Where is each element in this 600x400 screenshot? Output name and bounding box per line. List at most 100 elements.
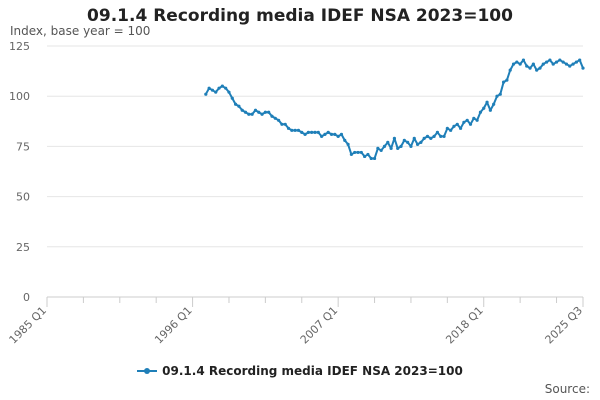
data-point-19 (267, 110, 271, 114)
data-point-107 (558, 58, 562, 62)
data-point-89 (498, 92, 502, 96)
data-point-105 (551, 62, 555, 66)
data-point-59 (399, 144, 403, 148)
data-point-43 (346, 142, 350, 146)
data-point-49 (366, 152, 370, 157)
data-point-8 (230, 96, 234, 100)
data-point-65 (419, 140, 423, 144)
data-point-75 (452, 124, 456, 128)
data-point-92 (508, 68, 512, 72)
data-point-86 (488, 108, 492, 112)
data-point-104 (548, 58, 552, 62)
data-point-34 (316, 130, 320, 134)
data-point-93 (511, 62, 516, 66)
data-point-94 (515, 60, 519, 64)
data-point-69 (432, 134, 436, 138)
data-point-61 (406, 140, 410, 144)
data-point-109 (564, 62, 569, 66)
data-point-102 (541, 62, 545, 66)
data-point-9 (233, 102, 238, 106)
data-point-67 (425, 134, 430, 138)
data-point-22 (277, 118, 281, 122)
data-point-6 (224, 86, 228, 90)
data-point-112 (574, 60, 578, 64)
data-point-71 (439, 134, 443, 138)
data-point-27 (293, 128, 297, 132)
data-point-50 (369, 156, 373, 161)
data-point-14 (250, 112, 254, 116)
data-point-57 (392, 136, 397, 140)
data-point-47 (359, 150, 363, 155)
data-point-42 (343, 138, 347, 142)
data-point-40 (336, 134, 340, 138)
data-point-37 (326, 130, 330, 134)
data-point-68 (429, 136, 433, 140)
data-point-35 (320, 134, 324, 138)
data-point-41 (339, 132, 344, 136)
data-point-0 (204, 92, 208, 96)
data-point-106 (554, 60, 559, 64)
data-point-60 (402, 138, 406, 142)
data-point-83 (478, 110, 483, 114)
data-point-77 (458, 126, 463, 130)
data-point-114 (581, 66, 585, 70)
source-label: Source: (544, 382, 590, 396)
data-point-96 (521, 58, 526, 62)
x-tick-label-3: 2018 Q1 (443, 304, 486, 347)
legend-marker-icon (137, 365, 158, 377)
y-tick-label-0: 0 (23, 291, 30, 304)
data-point-88 (495, 94, 499, 98)
data-point-24 (283, 122, 287, 126)
data-point-10 (237, 104, 241, 108)
data-point-38 (329, 132, 334, 136)
data-point-21 (273, 116, 277, 120)
data-point-28 (296, 128, 301, 132)
data-point-108 (561, 60, 565, 64)
data-point-80 (468, 122, 473, 126)
data-point-91 (505, 78, 509, 82)
data-point-46 (356, 150, 360, 155)
data-point-55 (386, 140, 390, 144)
data-point-17 (260, 112, 264, 116)
data-point-110 (568, 64, 572, 68)
data-point-30 (303, 132, 307, 136)
data-point-52 (376, 146, 380, 151)
data-point-101 (538, 66, 542, 70)
data-point-26 (290, 128, 294, 132)
data-point-64 (415, 142, 420, 146)
x-tick-label-0: 1985 Q1 (7, 304, 50, 347)
data-point-54 (382, 144, 387, 148)
data-point-31 (306, 130, 310, 134)
data-point-103 (545, 60, 549, 64)
data-point-81 (472, 116, 476, 120)
data-point-76 (455, 122, 459, 126)
data-point-2 (210, 88, 215, 92)
data-point-63 (412, 136, 416, 140)
data-point-36 (323, 132, 327, 136)
data-point-97 (525, 64, 529, 68)
data-point-7 (227, 90, 231, 94)
chart-title: 09.1.4 Recording media IDEF NSA 2023=100 (87, 6, 513, 26)
data-point-113 (578, 58, 582, 62)
data-point-74 (449, 128, 453, 132)
data-point-111 (571, 62, 575, 66)
data-point-45 (353, 150, 357, 155)
x-tick-label-4: 2025 Q3 (543, 304, 586, 347)
legend-label: 09.1.4 Recording media IDEF NSA 2023=100 (162, 364, 463, 378)
data-point-29 (300, 130, 304, 134)
data-point-18 (263, 110, 267, 114)
data-point-100 (535, 68, 539, 72)
data-point-66 (422, 136, 426, 140)
data-point-51 (372, 156, 377, 161)
y-tick-label-50: 50 (16, 191, 30, 204)
data-point-58 (396, 146, 400, 151)
data-point-13 (247, 112, 251, 116)
y-axis-label: Index, base year = 100 (10, 24, 151, 38)
legend[interactable]: 09.1.4 Recording media IDEF NSA 2023=100 (0, 364, 600, 378)
data-point-23 (280, 122, 284, 126)
series-line-0 (204, 59, 584, 160)
x-tick-label-1: 1996 Q1 (152, 304, 195, 347)
data-point-79 (465, 118, 469, 122)
data-point-32 (310, 130, 314, 134)
